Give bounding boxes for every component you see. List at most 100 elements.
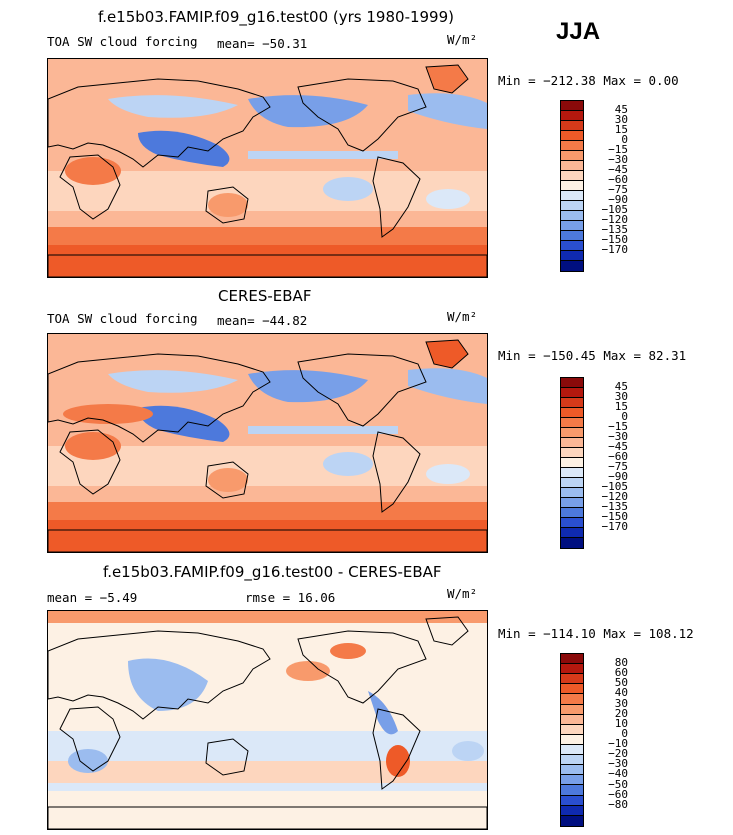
colorbar-level-label: −50 bbox=[608, 777, 628, 791]
colorbar-swatch bbox=[561, 458, 583, 468]
panel-3-mean: mean = −5.49 bbox=[47, 590, 138, 605]
panel-1-variable: TOA SW cloud forcing bbox=[47, 34, 198, 49]
colorbar-level-label: 20 bbox=[614, 706, 628, 720]
colorbar-level-label: −135 bbox=[601, 223, 629, 236]
panel-2-variable: TOA SW cloud forcing bbox=[47, 311, 198, 326]
panel-2-units: W/m² bbox=[447, 309, 478, 324]
panel-3-minmax: Min = −114.10 Max = 108.12 bbox=[498, 626, 694, 641]
colorbar-level-label: −90 bbox=[608, 470, 628, 483]
colorbar-level-label: −10 bbox=[608, 737, 628, 751]
colorbar-swatch bbox=[561, 151, 583, 161]
colorbar-level-label: −60 bbox=[608, 450, 628, 463]
panel-2-minmax: Min = −150.45 Max = 82.31 bbox=[498, 348, 687, 363]
panel-3-title: f.e15b03.FAMIP.f09_g16.test00 - CERES-EB… bbox=[103, 563, 442, 581]
colorbar-swatch bbox=[561, 724, 583, 735]
colorbar-swatch bbox=[561, 201, 583, 211]
colorbar-swatch bbox=[561, 478, 583, 488]
colorbar-level-label: 0 bbox=[621, 410, 628, 423]
colorbar-level-label: −120 bbox=[601, 490, 629, 503]
colorbar-level-label: −15 bbox=[608, 420, 628, 433]
panel-3-colorbar-labels: 80 60 50 40 30 20 10 0 −10 −20 −30 −40 −50 −60 −80 bbox=[586, 653, 628, 825]
colorbar-level-label: 30 bbox=[614, 696, 628, 710]
panel-1-colorbar-labels: 45 30 15 0 −15 −30 −45 −60 −75 −90 −105 −120 −135 −15… bbox=[586, 100, 629, 270]
colorbar-level-label: −60 bbox=[608, 787, 628, 801]
colorbar-level-label: −15 bbox=[608, 143, 628, 156]
panel-3-map bbox=[47, 610, 488, 830]
colorbar-swatch bbox=[561, 785, 583, 796]
colorbar-level-label: −120 bbox=[601, 213, 629, 226]
colorbar-swatch bbox=[561, 241, 583, 251]
colorbar-swatch bbox=[561, 815, 583, 826]
colorbar-swatch bbox=[561, 221, 583, 231]
panel-1-map bbox=[47, 58, 488, 278]
panel-1-units: W/m² bbox=[447, 32, 478, 47]
panel-3-units: W/m² bbox=[447, 586, 478, 601]
colorbar-swatch bbox=[561, 704, 583, 715]
colorbar-level-label: −170 bbox=[601, 243, 629, 256]
colorbar-level-label: −45 bbox=[608, 163, 628, 176]
colorbar-swatch bbox=[561, 508, 583, 518]
colorbar-swatch bbox=[561, 805, 583, 816]
colorbar-level-label: 30 bbox=[614, 390, 628, 403]
colorbar-swatch bbox=[561, 398, 583, 408]
colorbar-swatch bbox=[561, 141, 583, 151]
colorbar-swatch bbox=[561, 131, 583, 141]
colorbar-level-label: 15 bbox=[614, 400, 628, 413]
colorbar-swatch bbox=[561, 211, 583, 221]
colorbar-swatch bbox=[561, 765, 583, 776]
colorbar-level-label: −75 bbox=[608, 183, 628, 196]
colorbar-swatch bbox=[561, 498, 583, 508]
colorbar-swatch bbox=[561, 378, 583, 388]
panel-3-rmse: rmse = 16.06 bbox=[245, 590, 336, 605]
season-label: JJA bbox=[556, 18, 601, 45]
colorbar-swatch bbox=[561, 418, 583, 428]
colorbar-swatch bbox=[561, 161, 583, 171]
colorbar-swatch bbox=[561, 438, 583, 448]
colorbar-swatch bbox=[561, 664, 583, 675]
colorbar-level-label: −105 bbox=[601, 203, 629, 216]
colorbar-swatch bbox=[561, 734, 583, 745]
colorbar-swatch bbox=[561, 674, 583, 685]
colorbar-swatch bbox=[561, 111, 583, 121]
colorbar-swatch bbox=[561, 388, 583, 398]
panel-1-mean: mean= −50.31 bbox=[217, 36, 308, 51]
panel-1-colorbar bbox=[560, 100, 584, 272]
colorbar-swatch bbox=[561, 468, 583, 478]
panel-1-title: f.e15b03.FAMIP.f09_g16.test00 (yrs 1980-… bbox=[98, 8, 455, 26]
colorbar-level-label: −150 bbox=[601, 233, 629, 246]
panel-2-colorbar-labels: 45 30 15 0 −15 −30 −45 −60 −75 −90 −105 −120 −135 −15… bbox=[586, 377, 629, 547]
colorbar-level-label: 40 bbox=[614, 686, 628, 700]
colorbar-swatch bbox=[561, 251, 583, 261]
colorbar-swatch bbox=[561, 714, 583, 725]
colorbar-swatch bbox=[561, 654, 583, 665]
colorbar-level-label: −150 bbox=[601, 510, 629, 523]
colorbar-level-label: −30 bbox=[608, 430, 628, 443]
colorbar-level-label: −60 bbox=[608, 173, 628, 186]
colorbar-level-label: −45 bbox=[608, 440, 628, 453]
panel-2-map bbox=[47, 333, 488, 553]
colorbar-level-label: −30 bbox=[608, 153, 628, 166]
colorbar-swatch bbox=[561, 795, 583, 806]
colorbar-level-label: −135 bbox=[601, 500, 629, 513]
colorbar-level-label: 15 bbox=[614, 123, 628, 136]
colorbar-swatch bbox=[561, 408, 583, 418]
colorbar-swatch bbox=[561, 171, 583, 181]
colorbar-swatch bbox=[561, 191, 583, 201]
colorbar-swatch bbox=[561, 538, 583, 548]
colorbar-swatch bbox=[561, 261, 583, 271]
colorbar-swatch bbox=[561, 744, 583, 756]
panel-2-title: CERES-EBAF bbox=[218, 287, 312, 305]
colorbar-level-label: 30 bbox=[614, 113, 628, 126]
colorbar-level-label: −90 bbox=[608, 193, 628, 206]
colorbar-swatch bbox=[561, 448, 583, 458]
colorbar-level-label: 60 bbox=[614, 666, 628, 680]
colorbar-swatch bbox=[561, 694, 583, 705]
colorbar-level-label: 80 bbox=[614, 656, 628, 670]
colorbar-swatch bbox=[561, 755, 583, 766]
colorbar-level-label: 45 bbox=[614, 103, 628, 116]
panel-2-mean: mean= −44.82 bbox=[217, 313, 308, 328]
colorbar-swatch bbox=[561, 428, 583, 438]
colorbar-level-label: −20 bbox=[608, 747, 628, 761]
colorbar-level-label: −80 bbox=[608, 797, 628, 811]
colorbar-swatch bbox=[561, 684, 583, 695]
